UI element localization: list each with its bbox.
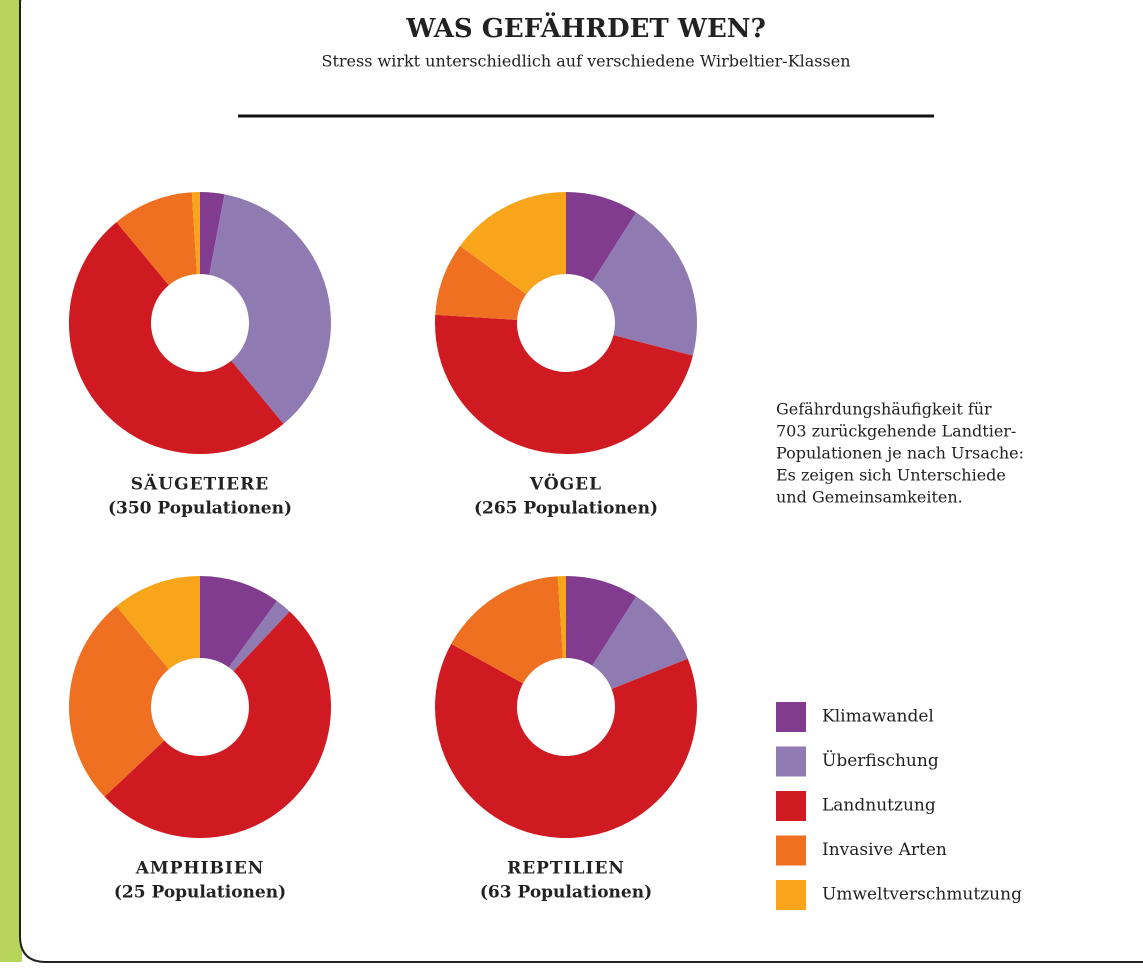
- donut-segment: [116, 192, 197, 286]
- legend-swatch: [776, 880, 806, 910]
- note-line: Gefährdungshäufigkeit für: [776, 400, 992, 419]
- note-line: Populationen je nach Ursache:: [776, 444, 1024, 463]
- donut-segment: [191, 192, 200, 275]
- legend-label: Landnutzung: [822, 796, 936, 816]
- donut-segment: [69, 606, 169, 797]
- legend-label: Umweltverschmutzung: [822, 885, 1022, 905]
- chart-title: REPTILIEN: [507, 859, 625, 879]
- legend-label: Klimawandel: [822, 707, 934, 727]
- chart-subtitle: (63 Populationen): [480, 883, 652, 903]
- donut-segment: [435, 643, 698, 838]
- note-line: Es zeigen sich Unterschiede: [776, 466, 1006, 485]
- donut-segment: [460, 192, 566, 295]
- donut-segment: [557, 576, 566, 659]
- chart-title: SÄUGETIERE: [131, 474, 269, 495]
- legend-swatch: [776, 791, 806, 821]
- donut-segment: [104, 611, 332, 839]
- donut-segment: [435, 314, 693, 455]
- donut-segment: [200, 192, 225, 275]
- legend-swatch: [776, 835, 806, 866]
- side-strip: [0, 0, 22, 962]
- title: WAS GEFÄHRDET WEN?: [405, 12, 766, 44]
- subtitle: Stress wirkt unterschiedlich auf verschi…: [321, 52, 850, 71]
- chart-subtitle: (350 Populationen): [108, 499, 292, 519]
- donut-segment: [566, 192, 637, 282]
- donut-segment: [116, 576, 200, 670]
- donut-segment: [228, 601, 290, 672]
- note-line: und Gemeinsamkeiten.: [776, 488, 963, 507]
- donut-segment: [200, 576, 277, 668]
- donut-segment: [592, 596, 688, 689]
- legend-label: Invasive Arten: [822, 840, 947, 860]
- donut-segment: [451, 576, 563, 684]
- legend-label: Überfischung: [822, 750, 939, 771]
- chart-title: AMPHIBIEN: [135, 859, 265, 879]
- donut-segment: [209, 194, 331, 424]
- chart-subtitle: (25 Populationen): [114, 883, 286, 903]
- donut-segment: [68, 222, 284, 455]
- donut-segment: [566, 576, 637, 666]
- chart-subtitle: (265 Populationen): [474, 499, 658, 519]
- donut-segment: [435, 246, 527, 320]
- note-line: 703 zurückgehende Landtier-: [776, 422, 1016, 441]
- legend-swatch: [776, 746, 806, 777]
- legend-swatch: [776, 702, 806, 732]
- donut-segment: [592, 212, 697, 356]
- chart-title: VÖGEL: [529, 474, 602, 495]
